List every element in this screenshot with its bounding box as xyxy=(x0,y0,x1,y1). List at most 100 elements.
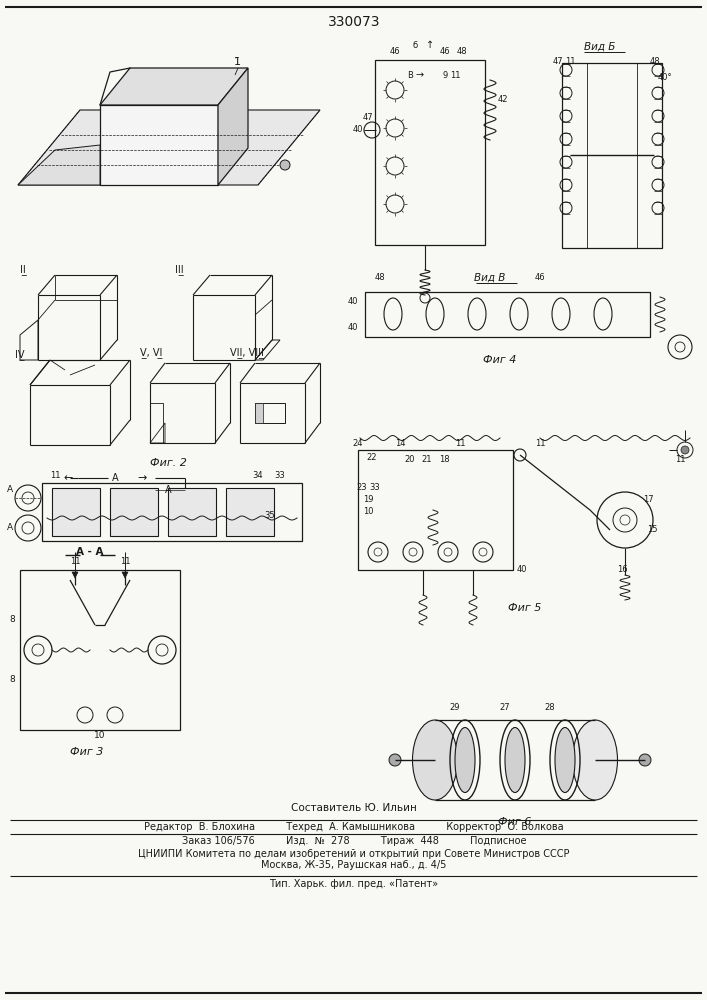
Text: 18: 18 xyxy=(438,456,450,464)
Polygon shape xyxy=(218,68,248,185)
Circle shape xyxy=(280,160,290,170)
Text: 34: 34 xyxy=(252,471,263,480)
Text: →: → xyxy=(416,70,424,80)
Text: 46: 46 xyxy=(534,273,545,282)
Text: б: б xyxy=(412,40,418,49)
Text: 33: 33 xyxy=(274,471,286,480)
Bar xyxy=(168,488,216,536)
Text: 11: 11 xyxy=(49,471,60,480)
Text: 47: 47 xyxy=(363,113,373,122)
Text: V̲, VI̲: V̲, VI̲ xyxy=(140,348,163,358)
Text: 14: 14 xyxy=(395,438,405,448)
Text: 11: 11 xyxy=(450,70,460,80)
Text: 15: 15 xyxy=(647,526,658,534)
Text: 27: 27 xyxy=(500,704,510,712)
Text: A: A xyxy=(112,473,118,483)
Bar xyxy=(110,488,158,536)
Bar xyxy=(226,488,274,536)
Text: 40: 40 xyxy=(517,566,527,574)
Text: Фиг 5: Фиг 5 xyxy=(508,603,542,613)
Text: Составитель Ю. Ильин: Составитель Ю. Ильин xyxy=(291,803,417,813)
Text: 28: 28 xyxy=(544,704,555,712)
Polygon shape xyxy=(18,145,100,185)
Text: 33: 33 xyxy=(370,484,380,492)
Text: A: A xyxy=(7,486,13,494)
Text: 48: 48 xyxy=(375,273,385,282)
Ellipse shape xyxy=(455,728,475,792)
Text: 40: 40 xyxy=(353,125,363,134)
Text: Тип. Харьк. фил. пред. «Патент»: Тип. Харьк. фил. пред. «Патент» xyxy=(269,879,438,889)
Text: Вид Б: Вид Б xyxy=(584,42,616,52)
Text: 8: 8 xyxy=(9,676,15,684)
Text: Фиг 6: Фиг 6 xyxy=(498,817,532,827)
Text: 10: 10 xyxy=(363,508,373,516)
Polygon shape xyxy=(100,105,218,185)
Text: 46: 46 xyxy=(390,47,400,56)
Text: Москва, Ж-35, Раушская наб., д. 4/5: Москва, Ж-35, Раушская наб., д. 4/5 xyxy=(262,860,447,870)
Text: Заказ 106/576          Изд.  №  278          Тираж  448          Подписное: Заказ 106/576 Изд. № 278 Тираж 448 Подпи… xyxy=(182,836,526,846)
Text: A: A xyxy=(165,485,171,495)
Circle shape xyxy=(681,446,689,454)
Bar xyxy=(365,292,650,337)
Text: Фиг 4: Фиг 4 xyxy=(484,355,517,365)
Text: →: → xyxy=(137,473,146,483)
Text: IV̲: IV̲ xyxy=(15,350,25,360)
Text: 1̄: 1̄ xyxy=(233,57,240,67)
Bar xyxy=(52,488,100,536)
Text: Фиг. 2: Фиг. 2 xyxy=(150,458,187,468)
Polygon shape xyxy=(18,110,320,185)
Text: II̲: II̲ xyxy=(20,265,25,275)
Text: 40: 40 xyxy=(348,298,358,306)
Ellipse shape xyxy=(573,720,617,800)
Circle shape xyxy=(52,175,58,181)
Bar xyxy=(375,60,485,245)
Text: 46: 46 xyxy=(440,47,450,56)
Text: A - A: A - A xyxy=(76,547,104,557)
Text: ↑: ↑ xyxy=(426,40,434,50)
Ellipse shape xyxy=(505,728,525,792)
Text: 19: 19 xyxy=(363,495,373,504)
Text: Вид В: Вид В xyxy=(474,273,506,283)
Text: 40°: 40° xyxy=(658,74,672,83)
Text: 330073: 330073 xyxy=(328,15,380,29)
Text: A: A xyxy=(7,524,13,532)
Bar xyxy=(562,63,662,248)
Polygon shape xyxy=(72,572,78,578)
Text: 11: 11 xyxy=(565,57,575,66)
Text: 9: 9 xyxy=(443,70,448,80)
Circle shape xyxy=(49,172,61,184)
Polygon shape xyxy=(122,572,128,578)
Ellipse shape xyxy=(412,720,457,800)
Text: 10: 10 xyxy=(94,730,106,740)
Text: 47: 47 xyxy=(553,57,563,66)
Text: 35: 35 xyxy=(264,510,275,520)
Text: 29: 29 xyxy=(450,704,460,712)
Text: В: В xyxy=(407,70,413,80)
Bar xyxy=(20,570,180,730)
Text: III̲: III̲ xyxy=(175,265,184,275)
Text: VII̲, VIII̲: VII̲, VIII̲ xyxy=(230,348,264,358)
Text: 20: 20 xyxy=(404,456,415,464)
Circle shape xyxy=(639,754,651,766)
Text: 16: 16 xyxy=(617,566,627,574)
Text: 8: 8 xyxy=(9,615,15,624)
Text: 11: 11 xyxy=(119,558,130,566)
Bar xyxy=(255,403,263,423)
Text: ЦНИИПИ Комитета по делам изобретений и открытий при Совете Министров СССР: ЦНИИПИ Комитета по делам изобретений и о… xyxy=(139,849,570,859)
Text: 21: 21 xyxy=(422,456,432,464)
Text: 11: 11 xyxy=(674,456,685,464)
Circle shape xyxy=(389,754,401,766)
Text: 22: 22 xyxy=(367,454,378,462)
Text: 48: 48 xyxy=(650,57,660,66)
Bar xyxy=(255,403,285,423)
Bar xyxy=(358,450,513,570)
Text: 11: 11 xyxy=(70,558,81,566)
Text: Редактор  В. Блохина          Техред  А. Камышникова          Корректор  О. Волк: Редактор В. Блохина Техред А. Камышников… xyxy=(144,822,563,832)
Text: 24: 24 xyxy=(353,438,363,448)
Text: 11: 11 xyxy=(534,438,545,448)
Text: 42: 42 xyxy=(498,96,508,104)
Text: 23: 23 xyxy=(357,484,368,492)
Text: Фиг 3: Фиг 3 xyxy=(70,747,104,757)
Polygon shape xyxy=(100,68,248,105)
Text: 40: 40 xyxy=(348,322,358,332)
